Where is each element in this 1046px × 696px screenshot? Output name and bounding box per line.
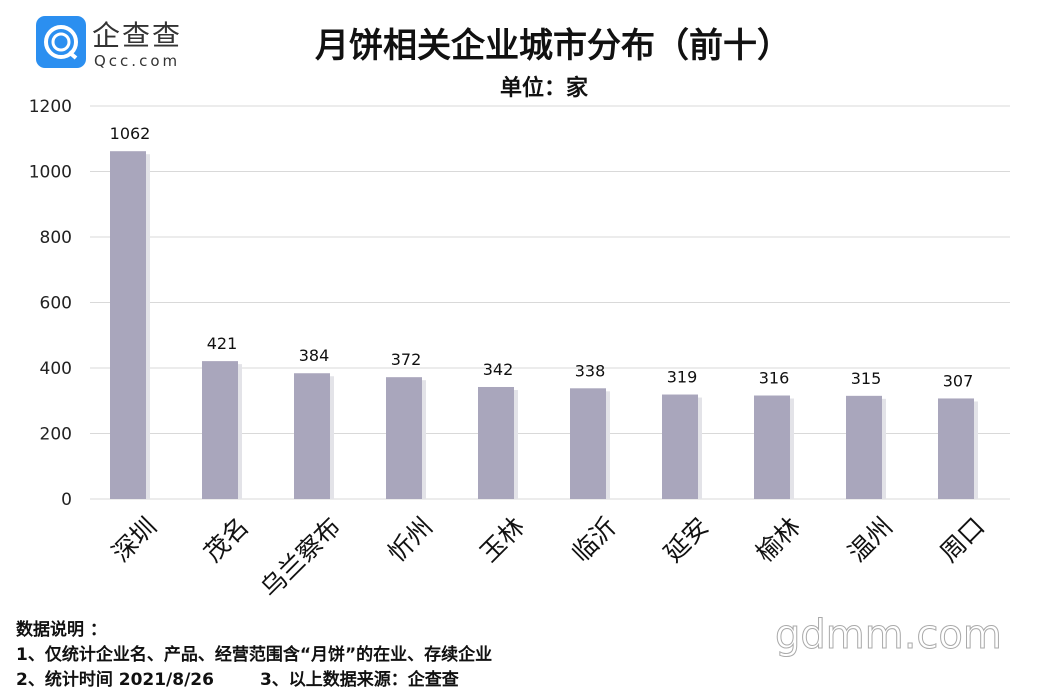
chart-title: 月饼相关企业城市分布（前十）: [315, 26, 791, 66]
x-tick-label: 临沂: [566, 512, 622, 568]
data-label: 338: [575, 361, 606, 380]
notes-heading: 数据说明 ：: [16, 620, 107, 640]
bar: [386, 377, 422, 499]
bar: [938, 398, 974, 499]
data-label: 372: [391, 350, 422, 369]
logo-domain: Qcc.com: [94, 52, 181, 70]
bar-chart: 0 200 400 600 800 1000 1200 1062 深圳 421 茂名 384 乌兰察布 3…: [29, 97, 1010, 600]
x-tick-label: 茂名: [198, 512, 254, 568]
x-tick-label: 玉林: [474, 512, 530, 568]
y-tick-label: 200: [40, 425, 72, 445]
y-tick-label: 600: [40, 294, 72, 314]
x-tick-label: 榆林: [750, 512, 806, 568]
logo-text: 企查查: [92, 19, 183, 52]
bar: [110, 151, 146, 499]
data-label: 315: [851, 369, 882, 388]
x-tick-label: 深圳: [106, 512, 162, 568]
y-tick-label: 1000: [29, 163, 72, 183]
x-tick-label: 温州: [842, 512, 898, 568]
bar: [662, 394, 698, 499]
data-label: 342: [483, 360, 514, 379]
data-label: 319: [667, 368, 698, 387]
x-tick-label: 延安: [658, 512, 714, 568]
notes-line-1: 1、仅统计企业名、产品、经营范围含“月饼”的在业、存续企业: [16, 645, 493, 665]
bar: [294, 373, 330, 499]
y-tick-label: 800: [40, 228, 72, 248]
x-tick-label: 周口: [934, 512, 990, 568]
notes-line-2a: 2、统计时间 2021/8/26: [16, 670, 214, 690]
x-tick-label: 乌兰察布: [255, 512, 346, 600]
y-tick-label: 400: [40, 359, 72, 379]
data-label: 421: [207, 334, 238, 353]
y-tick-label: 0: [61, 490, 72, 510]
qcc-logo-icon: [36, 16, 86, 68]
data-label: 1062: [110, 124, 151, 143]
data-label: 307: [943, 371, 974, 390]
data-label: 384: [299, 346, 330, 365]
notes-line-2b: 3、以上数据来源：企查查: [259, 670, 459, 690]
data-notes: 数据说明 ： 1、仅统计企业名、产品、经营范围含“月饼”的在业、存续企业 2、统…: [16, 618, 492, 693]
y-tick-label: 1200: [29, 97, 72, 117]
bar: [570, 388, 606, 499]
bar: [846, 395, 882, 499]
bar: [202, 361, 238, 499]
x-tick-label: 忻州: [382, 512, 438, 568]
bar: [754, 395, 790, 499]
bar: [478, 386, 514, 499]
watermark: gdmm.com: [775, 612, 1003, 659]
data-label: 316: [759, 369, 790, 388]
chart-unit: 单位：家: [500, 76, 589, 101]
